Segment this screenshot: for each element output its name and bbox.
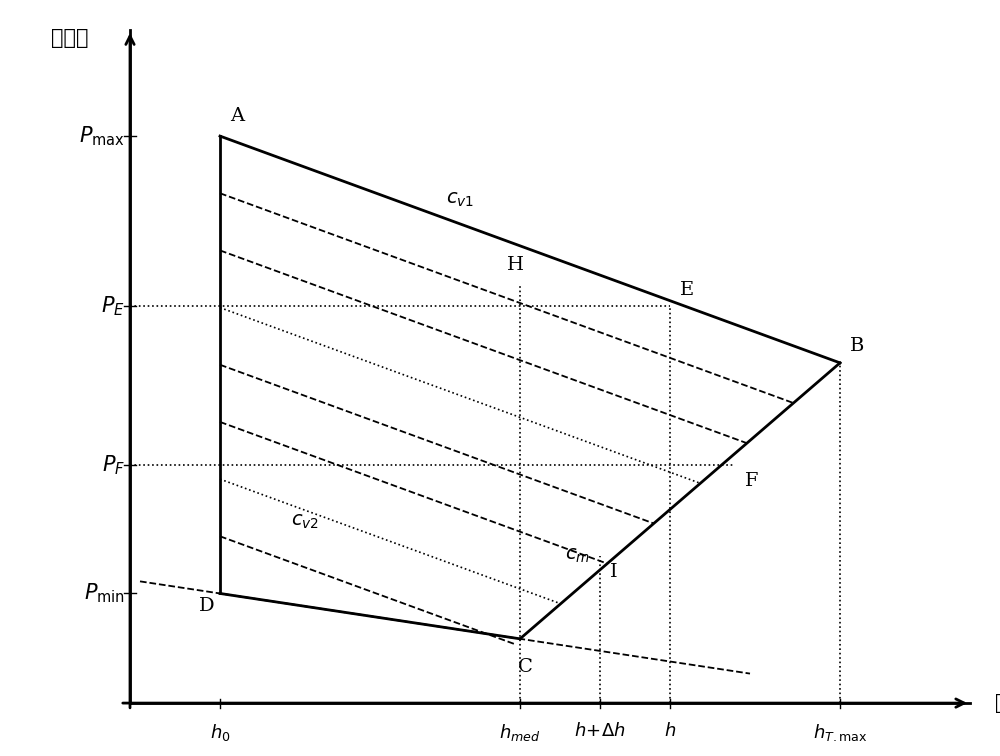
Text: H: H (507, 256, 524, 274)
Text: $P_E$: $P_E$ (101, 294, 125, 318)
Text: $c_m$: $c_m$ (565, 547, 590, 565)
Text: C: C (518, 658, 532, 676)
Text: $P_{\mathrm{min}}$: $P_{\mathrm{min}}$ (84, 581, 125, 606)
Text: B: B (850, 337, 864, 355)
Text: $P_{\mathrm{max}}$: $P_{\mathrm{max}}$ (79, 124, 125, 148)
Text: $h_{med}$: $h_{med}$ (499, 722, 541, 743)
Text: $h\!+\!\Delta h$: $h\!+\!\Delta h$ (574, 722, 626, 740)
Text: F: F (745, 472, 759, 491)
Text: $h_0$: $h_0$ (210, 722, 230, 743)
Text: I: I (610, 563, 618, 581)
Text: $c_{v2}$: $c_{v2}$ (291, 513, 319, 531)
Text: $P_F$: $P_F$ (102, 453, 125, 477)
Text: 电功率: 电功率 (51, 28, 89, 48)
Text: E: E (680, 280, 694, 299)
Text: D: D (199, 597, 215, 615)
Text: 热功率: 热功率 (995, 693, 1000, 713)
Text: $c_{v1}$: $c_{v1}$ (446, 191, 474, 209)
Text: $h_{T.\mathrm{max}}$: $h_{T.\mathrm{max}}$ (813, 722, 867, 743)
Text: $h$: $h$ (664, 722, 676, 740)
Text: A: A (230, 107, 244, 125)
